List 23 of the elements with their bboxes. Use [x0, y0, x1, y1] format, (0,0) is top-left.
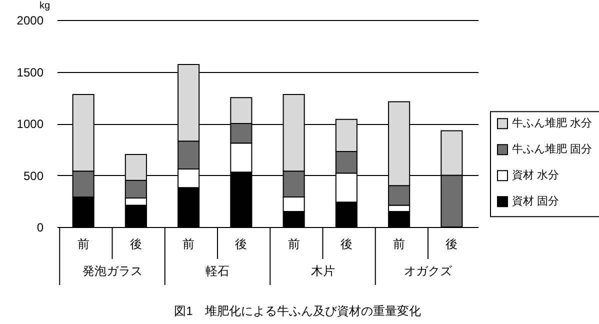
- legend-label: 牛ふん堆肥 水分: [512, 116, 592, 130]
- x-tick-label: 後: [235, 237, 248, 251]
- y-tick-label: 2000: [16, 14, 44, 28]
- x-tick-label: 前: [393, 237, 406, 251]
- text: 図1 堆肥化による牛ふん及び資材の重量変化: [174, 304, 421, 318]
- text: 木片: [310, 264, 335, 278]
- text: 発泡ガラス: [82, 264, 142, 278]
- x-tick-label: 後: [130, 237, 142, 251]
- y-tick-label: 1500: [16, 65, 44, 80]
- x-tick-label: 前: [182, 237, 195, 251]
- x-tick-label: 後: [446, 237, 458, 251]
- legend-label: 資材 固分: [512, 194, 560, 208]
- x-tick-label: 前: [288, 237, 300, 251]
- text: オガクズ: [404, 264, 454, 278]
- y-tick-label: 1000: [16, 117, 44, 131]
- y-tick-label: 500: [23, 168, 44, 183]
- x-tick-label: 前: [77, 237, 90, 251]
- x-tick-label: 後: [340, 237, 352, 251]
- text: 軽石: [206, 264, 230, 278]
- y-axis-title: kg: [40, 0, 50, 12]
- legend-label: 牛ふん堆肥 固分: [512, 142, 592, 156]
- y-tick-label: 0: [36, 220, 44, 234]
- legend-label: 資材 水分: [512, 168, 560, 182]
